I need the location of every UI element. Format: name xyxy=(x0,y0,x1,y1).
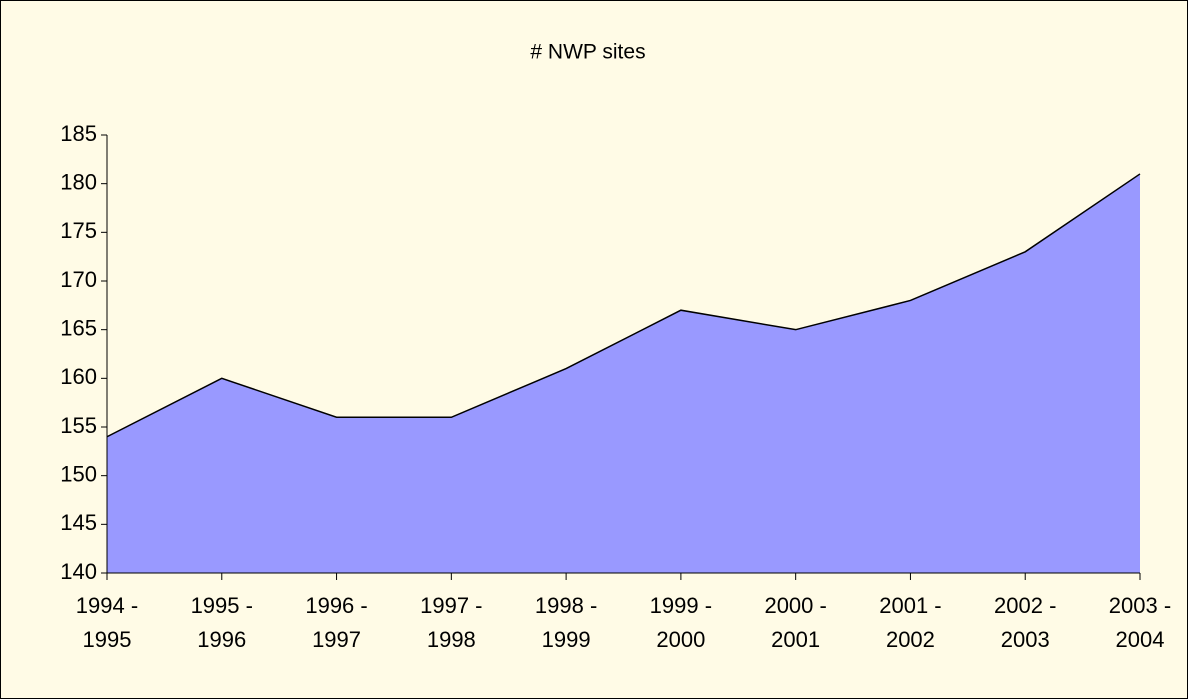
x-tick-label: 1994 - 1995 xyxy=(75,593,139,652)
x-tick-label: 1999 - 2000 xyxy=(649,593,713,652)
x-tick-label: 2003 - 2004 xyxy=(1108,593,1172,652)
y-tick-label: 160 xyxy=(60,364,97,389)
x-tick-label: 1995 - 1996 xyxy=(190,593,253,652)
chart-title: # NWP sites xyxy=(530,41,645,64)
x-tick-label: 1997 - 1998 xyxy=(420,593,483,652)
x-tick-label: 1996 - 1997 xyxy=(305,593,368,652)
area-line xyxy=(106,173,1141,438)
y-tick-label: 170 xyxy=(60,267,97,292)
y-tick-label: 180 xyxy=(60,169,97,194)
y-tick-label: 155 xyxy=(60,413,97,438)
x-tick-label: 2002 - 2003 xyxy=(994,593,1057,652)
y-tick-label: 175 xyxy=(60,218,97,243)
x-tick-label: 1998 - 1999 xyxy=(534,593,598,652)
y-tick-label: 150 xyxy=(60,461,97,486)
y-tick-label: 165 xyxy=(60,315,97,340)
y-tick-label: 185 xyxy=(60,121,97,146)
area-fill xyxy=(107,173,1140,573)
x-tick-label: 2000 - 2001 xyxy=(764,593,827,652)
y-tick-label: 140 xyxy=(60,559,97,584)
y-tick-label: 145 xyxy=(60,510,97,535)
x-tick-label: 2001 - 2002 xyxy=(879,593,942,652)
